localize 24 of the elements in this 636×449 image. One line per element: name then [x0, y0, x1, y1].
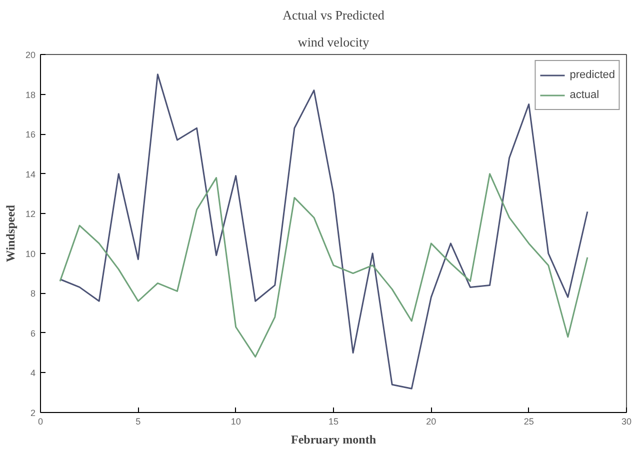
chart-title: Actual vs Predicted	[282, 8, 385, 22]
y-tick-label: 6	[30, 328, 36, 338]
y-tick-label: 4	[30, 368, 36, 378]
y-tick-label: 16	[25, 130, 36, 140]
x-tick-label: 0	[38, 416, 44, 426]
y-tick-label: 12	[25, 209, 36, 220]
y-tick-label: 8	[30, 288, 36, 299]
y-tick-label: 2	[30, 408, 36, 418]
x-tick-label: 5	[136, 416, 141, 426]
x-tick-label: 20	[426, 416, 436, 426]
chart-subtitle: wind velocity	[298, 34, 370, 50]
x-tick-label: 10	[230, 416, 241, 426]
x-tick-label: 15	[328, 416, 339, 426]
x-tick-label: 30	[621, 416, 632, 426]
y-axis-title: Windspeed	[3, 204, 18, 262]
y-tick-label: 10	[25, 248, 36, 259]
legend-label: actual	[570, 89, 600, 101]
legend-label: predicted	[570, 69, 615, 81]
y-tick-label: 18	[25, 90, 36, 100]
x-axis-title: February month	[291, 432, 376, 446]
y-tick-label: 20	[25, 50, 36, 60]
x-tick-label: 25	[524, 416, 534, 426]
line-series	[59, 173, 588, 358]
y-tick-label: 14	[25, 169, 36, 180]
